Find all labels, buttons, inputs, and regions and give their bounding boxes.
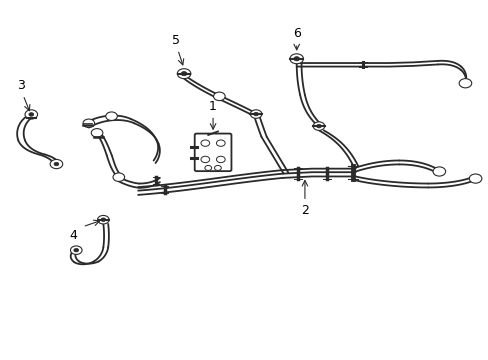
Circle shape [83, 119, 95, 127]
Circle shape [468, 174, 481, 183]
Text: 6: 6 [292, 27, 300, 40]
Circle shape [74, 248, 79, 252]
Circle shape [201, 140, 209, 146]
Circle shape [97, 215, 109, 224]
Circle shape [181, 72, 186, 76]
Text: 2: 2 [301, 204, 308, 217]
Circle shape [312, 122, 324, 130]
Text: 1: 1 [209, 100, 217, 113]
Circle shape [70, 246, 82, 255]
Circle shape [213, 92, 224, 100]
Circle shape [54, 162, 59, 166]
Circle shape [29, 113, 34, 116]
Circle shape [216, 156, 224, 163]
Circle shape [91, 129, 102, 137]
Circle shape [250, 110, 262, 118]
Circle shape [216, 140, 224, 146]
Circle shape [105, 112, 117, 121]
Text: 3: 3 [17, 79, 25, 92]
Text: 4: 4 [70, 229, 78, 242]
Circle shape [201, 156, 209, 163]
Circle shape [253, 112, 258, 116]
Circle shape [25, 110, 38, 119]
Circle shape [177, 69, 190, 78]
Circle shape [214, 166, 221, 170]
Text: 5: 5 [171, 34, 180, 47]
Circle shape [50, 159, 62, 168]
Circle shape [316, 124, 321, 128]
Circle shape [113, 173, 124, 181]
Circle shape [432, 167, 445, 176]
Circle shape [458, 78, 471, 88]
Circle shape [204, 166, 211, 170]
Circle shape [293, 57, 299, 61]
Circle shape [289, 54, 303, 64]
FancyBboxPatch shape [194, 134, 231, 171]
Circle shape [101, 218, 105, 221]
